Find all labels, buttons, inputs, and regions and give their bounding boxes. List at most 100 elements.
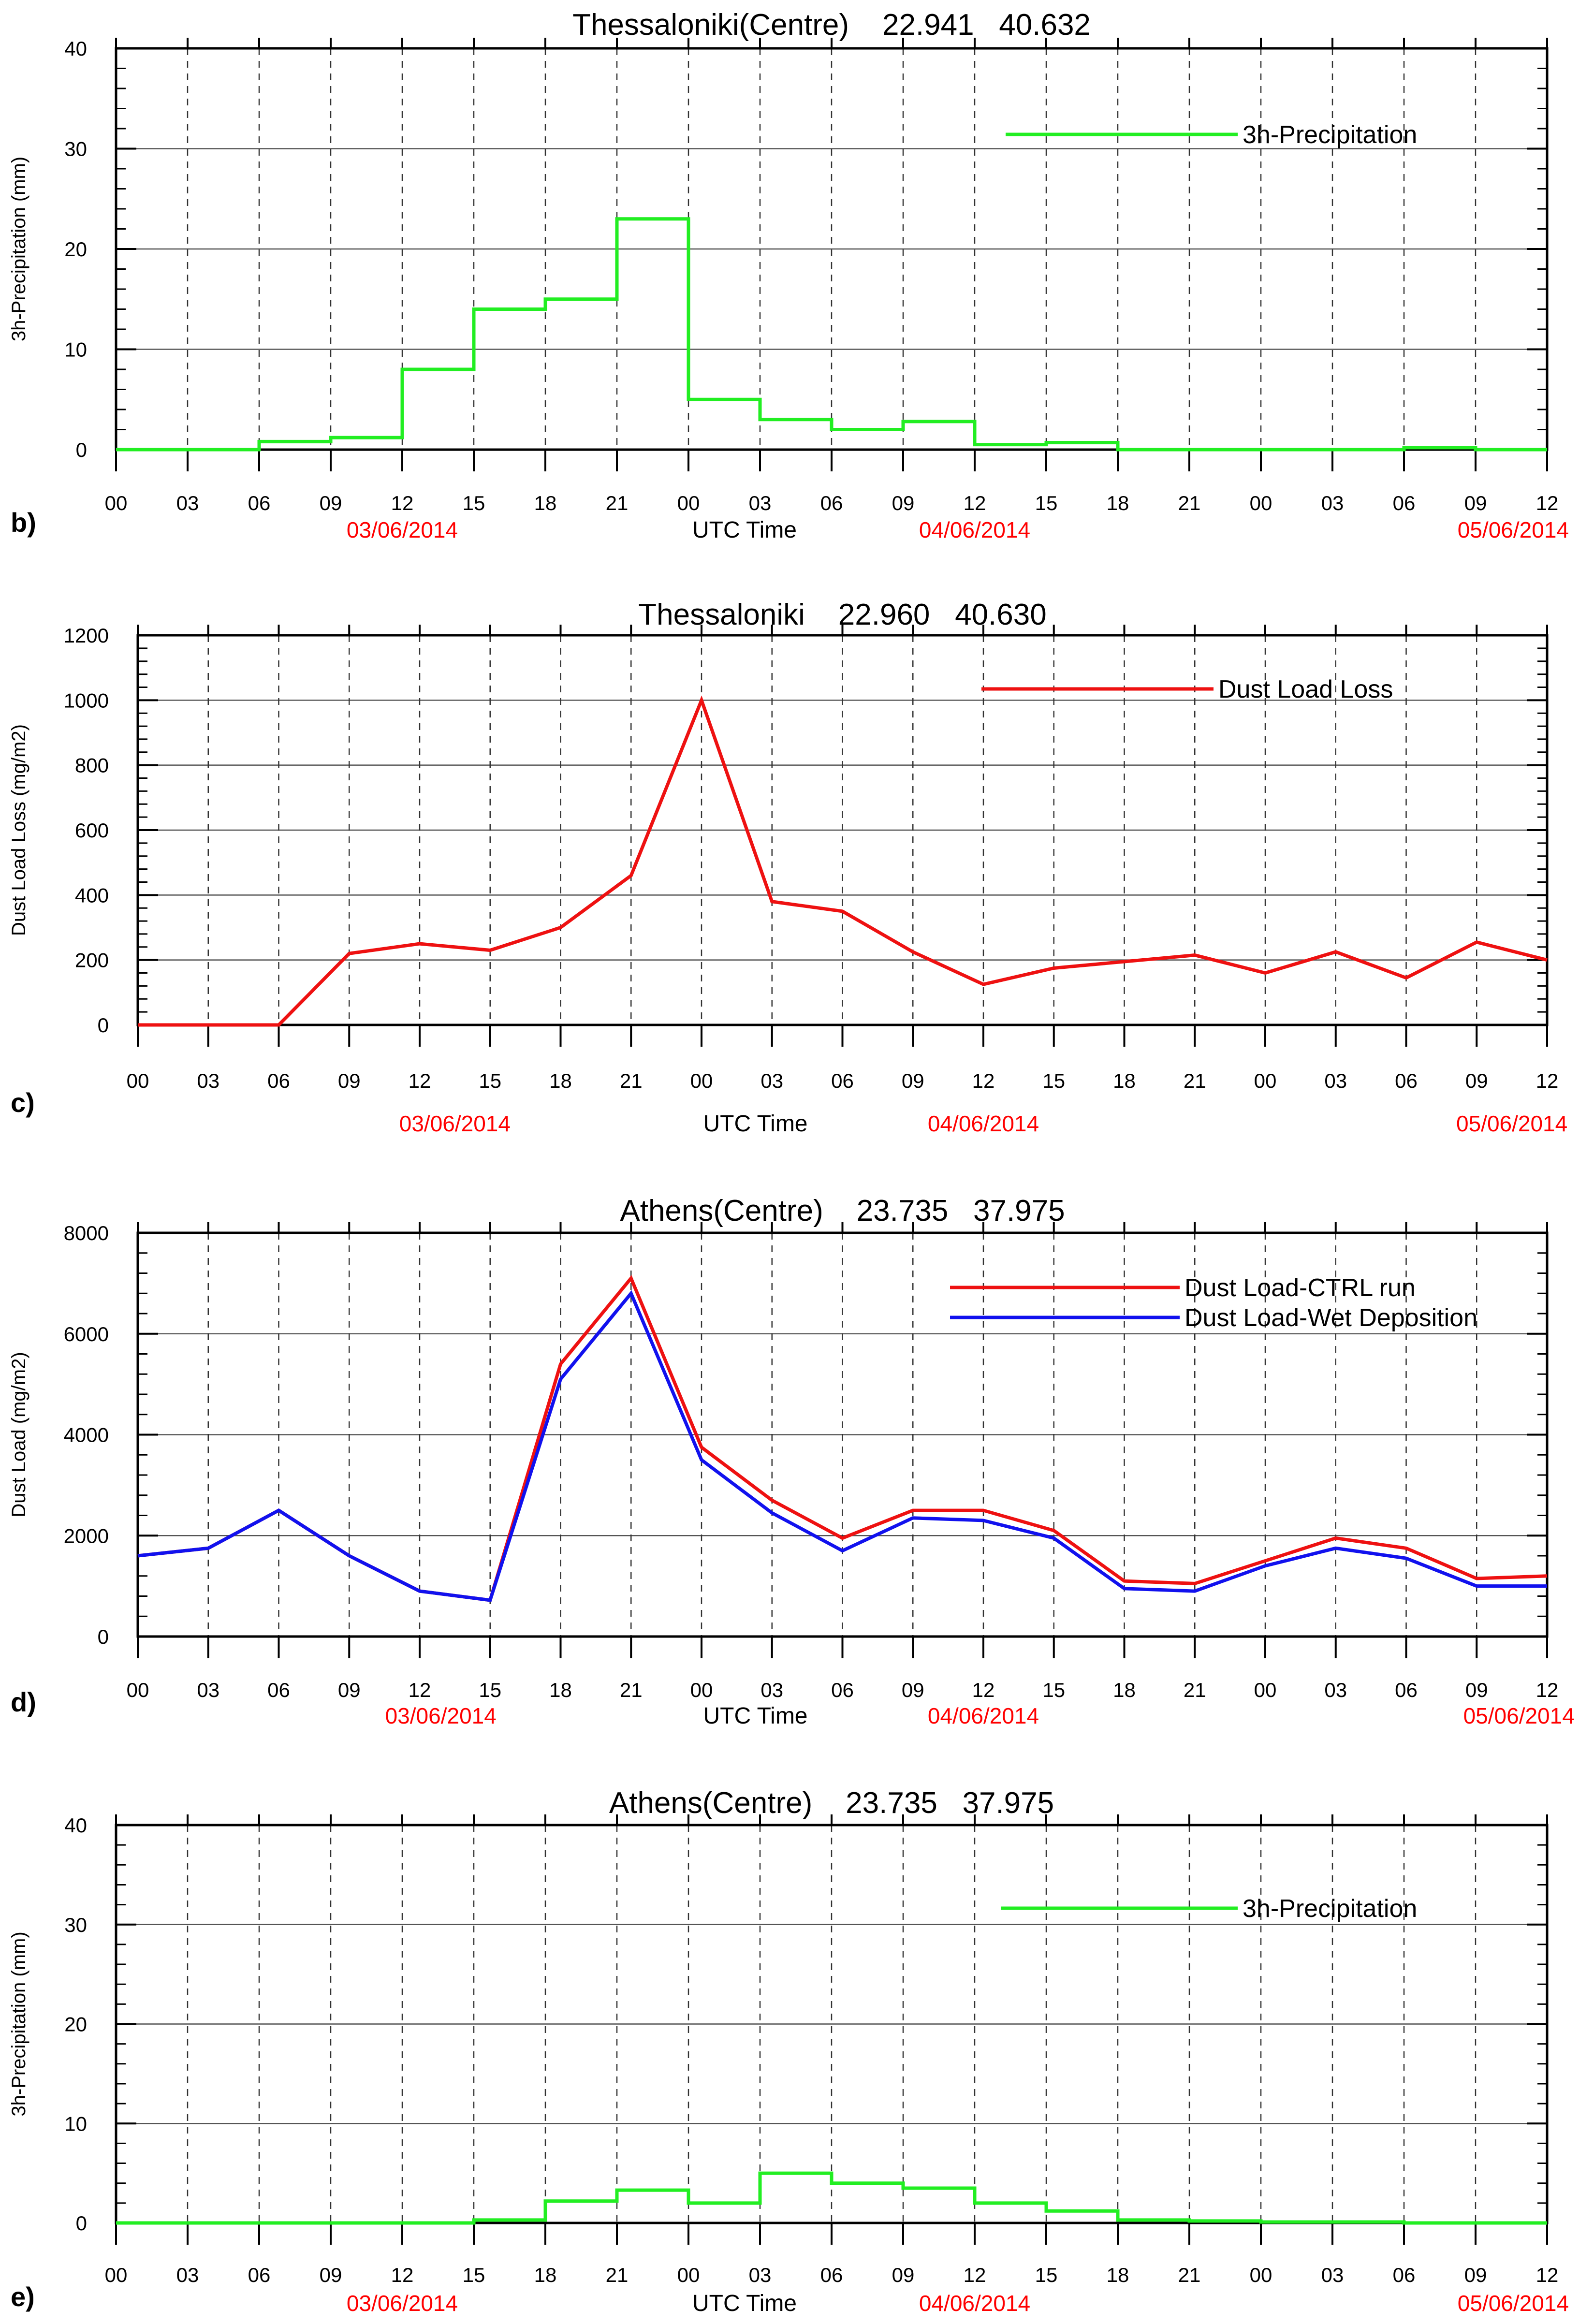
y-axis-title: 3h-Precipitation (mm) <box>8 157 29 341</box>
y-tick-label: 6000 <box>64 1323 109 1345</box>
x-tick-label: 06 <box>248 2264 271 2286</box>
x-tick-label: 06 <box>1393 492 1416 514</box>
x-tick-label: 12 <box>964 2264 986 2286</box>
x-tick-label: 09 <box>1465 1069 1488 1092</box>
x-tick-label: 12 <box>1536 1069 1559 1092</box>
y-tick-label: 0 <box>76 438 87 461</box>
y-axis-title: Dust Load (mg/m2) <box>8 1352 29 1517</box>
x-tick-label: 18 <box>1113 1679 1136 1701</box>
panel-letter: d) <box>11 1687 36 1717</box>
x-tick-label: 03 <box>1321 2264 1344 2286</box>
x-tick-label: 21 <box>1184 1069 1206 1092</box>
x-tick-label: 12 <box>409 1679 431 1701</box>
chart-panel-1: Thessaloniki(Centre) 22.941 40.632 0 10 20 3… <box>8 8 1569 543</box>
y-tick-label: 4000 <box>64 1424 109 1447</box>
series-line-1 <box>116 2171 1547 2225</box>
x-tick-label: 15 <box>479 1069 501 1092</box>
x-tick-label: 18 <box>549 1679 572 1701</box>
x-tick-label: 18 <box>1107 2264 1129 2286</box>
x-axis-title: UTC Time <box>703 1703 808 1729</box>
x-tick-label: 00 <box>690 1069 713 1092</box>
x-tick-label: 12 <box>1536 2264 1559 2286</box>
x-tick-label: 12 <box>972 1069 995 1092</box>
x-tick-label: 06 <box>1393 2264 1416 2286</box>
chart-title: Thessaloniki(Centre) 22.941 40.632 <box>572 8 1091 42</box>
y-tick-label: 10 <box>64 338 87 361</box>
y-tick-label: 0 <box>76 2212 87 2235</box>
y-tick-label: 40 <box>64 37 87 60</box>
chart-title: Athens(Centre) 23.735 37.975 <box>609 1786 1054 1820</box>
legend-label: Dust Load-CTRL run <box>1185 1274 1416 1302</box>
date-label: 03/06/2014 <box>347 2291 458 2316</box>
x-tick-label: 12 <box>1536 492 1559 514</box>
date-label: 05/06/2014 <box>1458 2291 1569 2316</box>
x-tick-label: 00 <box>1250 492 1272 514</box>
x-tick-label: 06 <box>267 1069 290 1092</box>
x-axis-title: UTC Time <box>692 517 797 543</box>
x-tick-label: 09 <box>320 492 342 514</box>
x-tick-label: 06 <box>820 492 843 514</box>
x-tick-label: 09 <box>902 1679 924 1701</box>
x-tick-label: 12 <box>409 1069 431 1092</box>
x-tick-label: 03 <box>176 492 199 514</box>
x-tick-label: 06 <box>248 492 271 514</box>
date-label: 04/06/2014 <box>919 2291 1030 2316</box>
x-tick-label: 06 <box>820 2264 843 2286</box>
panel-letter: c) <box>11 1087 35 1118</box>
chart-panel-4: Athens(Centre) 23.735 37.975 0 10 20 30 40 00 0… <box>8 1786 1569 2316</box>
x-tick-label: 03 <box>1324 1069 1347 1092</box>
x-tick-label: 06 <box>831 1679 854 1701</box>
x-tick-label: 15 <box>1042 1679 1065 1701</box>
x-tick-label: 15 <box>1035 2264 1058 2286</box>
x-tick-label: 00 <box>1254 1679 1277 1701</box>
x-tick-label: 21 <box>1184 1679 1206 1701</box>
legend-label: Dust Load-Wet Deposition <box>1185 1304 1477 1332</box>
x-tick-label: 18 <box>1113 1069 1136 1092</box>
x-tick-label: 12 <box>391 2264 414 2286</box>
date-label: 03/06/2014 <box>399 1111 511 1136</box>
x-tick-label: 21 <box>620 1679 643 1701</box>
date-label: 03/06/2014 <box>385 1703 497 1728</box>
y-tick-label: 30 <box>64 1914 87 1936</box>
x-tick-label: 12 <box>972 1679 995 1701</box>
legend-label: 3h-Precipitation <box>1243 121 1417 149</box>
x-tick-label: 18 <box>1107 492 1129 514</box>
x-tick-label: 09 <box>1464 492 1487 514</box>
x-tick-label: 03 <box>1321 492 1344 514</box>
date-label: 04/06/2014 <box>928 1703 1039 1728</box>
x-tick-label: 03 <box>760 1679 783 1701</box>
plot-frame <box>115 47 1549 451</box>
x-tick-label: 00 <box>105 492 128 514</box>
x-tick-label: 09 <box>1464 2264 1487 2286</box>
x-tick-label: 00 <box>1250 2264 1272 2286</box>
panel-letter: e) <box>11 2281 35 2312</box>
chart-panel-3: Athens(Centre) 23.735 37.975 0 2000 4000 600… <box>8 1194 1575 1729</box>
x-tick-label: 21 <box>1178 492 1201 514</box>
x-tick-label: 21 <box>606 492 629 514</box>
x-tick-label: 03 <box>760 1069 783 1092</box>
date-label: 05/06/2014 <box>1458 517 1569 542</box>
series-line-2 <box>137 1290 1547 1602</box>
x-tick-label: 00 <box>105 2264 128 2286</box>
plot-frame <box>136 1231 1549 1638</box>
chart-title: Athens(Centre) 23.735 37.975 <box>620 1194 1065 1228</box>
x-tick-label: 00 <box>690 1679 713 1701</box>
x-tick-label: 15 <box>479 1679 501 1701</box>
y-tick-label: 40 <box>64 1814 87 1837</box>
x-tick-label: 00 <box>127 1069 149 1092</box>
y-axis-title: Dust Load Loss (mg/m2) <box>8 724 29 936</box>
y-tick-label: 20 <box>64 2013 87 2036</box>
y-axis-title: 3h-Precipitation (mm) <box>8 1931 29 2116</box>
x-tick-label: 15 <box>463 2264 485 2286</box>
x-tick-label: 09 <box>902 1069 924 1092</box>
x-tick-label: 12 <box>964 492 986 514</box>
x-tick-label: 09 <box>320 2264 342 2286</box>
x-tick-label: 09 <box>892 492 915 514</box>
legend-label: 3h-Precipitation <box>1243 1895 1417 1923</box>
x-tick-label: 06 <box>1395 1679 1418 1701</box>
x-tick-label: 18 <box>534 492 557 514</box>
x-tick-label: 15 <box>1035 492 1058 514</box>
x-tick-label: 03 <box>749 492 772 514</box>
date-label: 05/06/2014 <box>1463 1703 1575 1728</box>
